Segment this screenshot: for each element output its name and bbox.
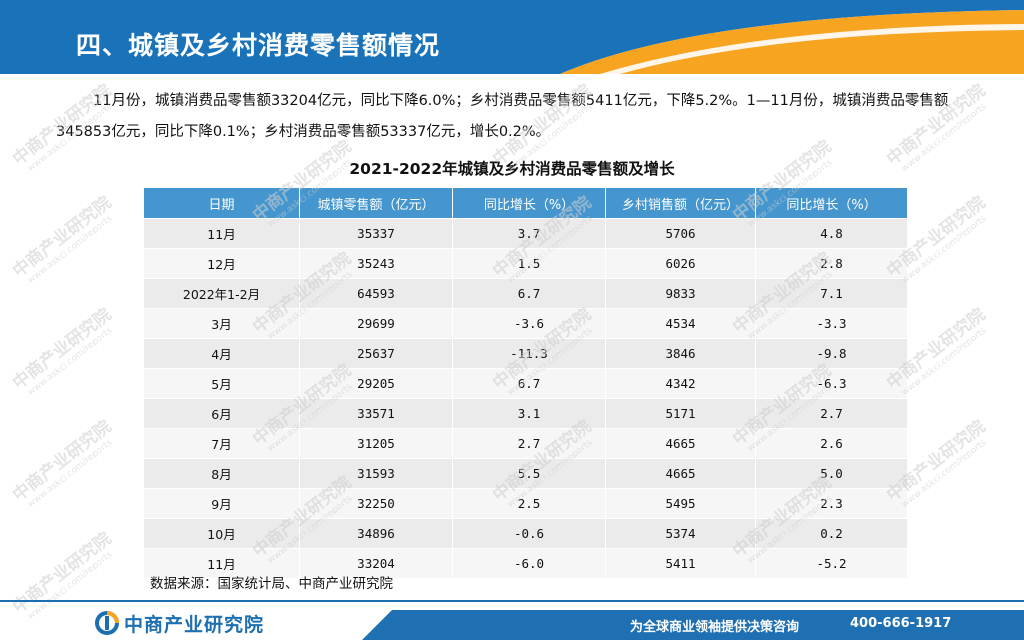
cell-rural-growth: 4.8 bbox=[755, 218, 908, 249]
cell-urban-growth: 6.7 bbox=[452, 368, 606, 399]
cell-rural-growth: 2.3 bbox=[755, 488, 908, 519]
cell-rural-sales: 5706 bbox=[605, 218, 756, 249]
table-row: 10月 34896 -0.6 5374 0.2 bbox=[143, 518, 908, 549]
column-header-urban-growth: 同比增长（%） bbox=[452, 187, 606, 219]
cell-rural-sales: 4665 bbox=[605, 428, 756, 459]
cell-urban-growth: 5.5 bbox=[452, 458, 606, 489]
data-source-note: 数据来源：国家统计局、中商产业研究院 bbox=[150, 576, 393, 592]
cell-urban-sales: 29699 bbox=[299, 308, 453, 339]
cell-rural-growth: -3.3 bbox=[755, 308, 908, 339]
cell-date: 4月 bbox=[143, 338, 300, 369]
page-title: 四、城镇及乡村消费零售额情况 bbox=[76, 31, 441, 60]
cell-rural-growth: -9.8 bbox=[755, 338, 908, 369]
cell-date: 11月 bbox=[143, 218, 300, 249]
cell-date: 6月 bbox=[143, 398, 300, 429]
cell-urban-growth: 3.1 bbox=[452, 398, 606, 429]
column-header-urban-sales: 城镇零售额（亿元） bbox=[299, 187, 453, 219]
cell-urban-growth: -6.0 bbox=[452, 548, 606, 579]
cell-urban-growth: -3.6 bbox=[452, 308, 606, 339]
cell-urban-sales: 33571 bbox=[299, 398, 453, 429]
cell-date: 8月 bbox=[143, 458, 300, 489]
cell-rural-sales: 4665 bbox=[605, 458, 756, 489]
cell-urban-sales: 31593 bbox=[299, 458, 453, 489]
logo-text: 中商产业研究院 bbox=[124, 613, 265, 636]
cell-urban-sales: 34896 bbox=[299, 518, 453, 549]
column-header-rural-sales: 乡村销售额（亿元） bbox=[605, 187, 756, 219]
cell-urban-growth: 6.7 bbox=[452, 278, 606, 309]
cell-date: 12月 bbox=[143, 248, 300, 279]
cell-rural-growth: 2.6 bbox=[755, 428, 908, 459]
cell-date: 11月 bbox=[143, 548, 300, 579]
cell-rural-sales: 5495 bbox=[605, 488, 756, 519]
cell-rural-sales: 6026 bbox=[605, 248, 756, 279]
watermark: 中商产业研究院 www.askci.com/reports bbox=[9, 416, 116, 510]
cell-rural-sales: 3846 bbox=[605, 338, 756, 369]
cell-urban-growth: 3.7 bbox=[452, 218, 606, 249]
cell-rural-growth: 5.0 bbox=[755, 458, 908, 489]
cell-urban-sales: 32250 bbox=[299, 488, 453, 519]
footer-divider bbox=[0, 600, 1024, 602]
cell-urban-growth: -0.6 bbox=[452, 518, 606, 549]
cell-urban-growth: 1.5 bbox=[452, 248, 606, 279]
logo-mark-icon bbox=[95, 611, 119, 635]
header-background bbox=[0, 0, 1024, 74]
cell-date: 2022年1-2月 bbox=[143, 278, 300, 309]
cell-rural-growth: 7.1 bbox=[755, 278, 908, 309]
header-banner: 四、城镇及乡村消费零售额情况 bbox=[0, 0, 1024, 74]
column-header-rural-growth: 同比增长（%） bbox=[755, 187, 908, 219]
table-row: 8月 31593 5.5 4665 5.0 bbox=[143, 458, 908, 489]
table-row: 6月 33571 3.1 5171 2.7 bbox=[143, 398, 908, 429]
cell-urban-sales: 25637 bbox=[299, 338, 453, 369]
table-title: 2021-2022年城镇及乡村消费品零售额及增长 bbox=[349, 160, 675, 178]
table-header-row: 日期 城镇零售额（亿元） 同比增长（%） 乡村销售额（亿元） 同比增长（%） bbox=[143, 187, 908, 219]
cell-rural-sales: 4534 bbox=[605, 308, 756, 339]
cell-urban-growth: 2.5 bbox=[452, 488, 606, 519]
cell-date: 7月 bbox=[143, 428, 300, 459]
column-header-date: 日期 bbox=[143, 187, 300, 219]
cell-rural-growth: 2.7 bbox=[755, 398, 908, 429]
company-logo: 中商产业研究院 bbox=[94, 610, 264, 636]
cell-rural-sales: 4342 bbox=[605, 368, 756, 399]
footer-bar bbox=[362, 610, 1024, 640]
cell-urban-sales: 31205 bbox=[299, 428, 453, 459]
table-row: 12月 35243 1.5 6026 2.8 bbox=[143, 248, 908, 279]
cell-urban-sales: 33204 bbox=[299, 548, 453, 579]
cell-urban-sales: 35243 bbox=[299, 248, 453, 279]
cell-rural-growth: -5.2 bbox=[755, 548, 908, 579]
cell-rural-growth: 0.2 bbox=[755, 518, 908, 549]
cell-date: 9月 bbox=[143, 488, 300, 519]
cell-urban-growth: -11.3 bbox=[452, 338, 606, 369]
table-row: 5月 29205 6.7 4342 -6.3 bbox=[143, 368, 908, 399]
table-row: 2022年1-2月 64593 6.7 9833 7.1 bbox=[143, 278, 908, 309]
footer-bar-slant bbox=[362, 610, 402, 640]
cell-urban-sales: 64593 bbox=[299, 278, 453, 309]
table-row: 4月 25637 -11.3 3846 -9.8 bbox=[143, 338, 908, 369]
cell-rural-sales: 5411 bbox=[605, 548, 756, 579]
table-row: 9月 32250 2.5 5495 2.3 bbox=[143, 488, 908, 519]
intro-paragraph: 11月份，城镇消费品零售额33204亿元，同比下降6.0%；乡村消费品零售额54… bbox=[56, 93, 949, 140]
cell-rural-sales: 5374 bbox=[605, 518, 756, 549]
footer-slogan: 为全球商业领袖提供决策咨询 bbox=[630, 620, 800, 635]
cell-date: 10月 bbox=[143, 518, 300, 549]
table-row: 3月 29699 -3.6 4534 -3.3 bbox=[143, 308, 908, 339]
cell-date: 3月 bbox=[143, 308, 300, 339]
footer-phone: 400-666-1917 bbox=[850, 616, 952, 631]
cell-date: 5月 bbox=[143, 368, 300, 399]
cell-rural-growth: -6.3 bbox=[755, 368, 908, 399]
watermark: 中商产业研究院 www.askci.com/reports bbox=[9, 192, 116, 286]
cell-rural-sales: 9833 bbox=[605, 278, 756, 309]
cell-rural-sales: 5171 bbox=[605, 398, 756, 429]
table-row: 11月 35337 3.7 5706 4.8 bbox=[143, 218, 908, 249]
watermark: 中商产业研究院 www.askci.com/reports bbox=[9, 304, 116, 398]
cell-rural-growth: 2.8 bbox=[755, 248, 908, 279]
cell-urban-growth: 2.7 bbox=[452, 428, 606, 459]
table-row: 11月 33204 -6.0 5411 -5.2 bbox=[143, 548, 908, 579]
table-row: 7月 31205 2.7 4665 2.6 bbox=[143, 428, 908, 459]
retail-sales-table: 日期 城镇零售额（亿元） 同比增长（%） 乡村销售额（亿元） 同比增长（%） 1… bbox=[143, 187, 908, 579]
cell-urban-sales: 35337 bbox=[299, 218, 453, 249]
cell-urban-sales: 29205 bbox=[299, 368, 453, 399]
